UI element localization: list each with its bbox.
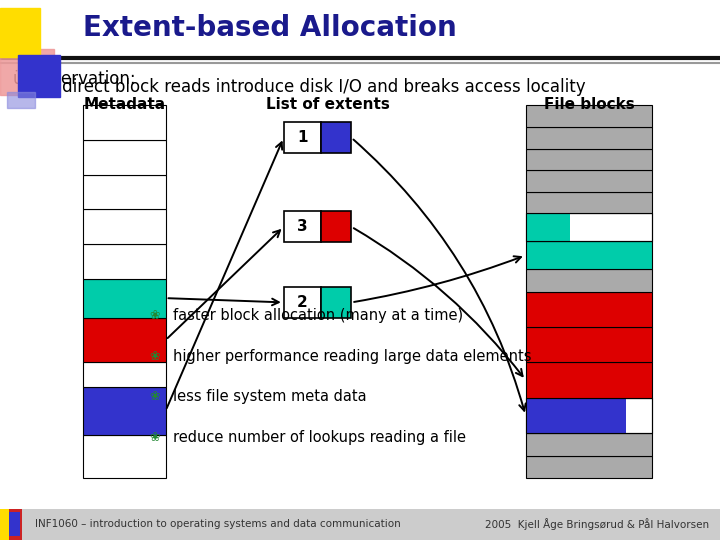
Text: ❀: ❀	[150, 309, 160, 322]
Text: 1: 1	[297, 130, 307, 145]
Text: less file system meta data: less file system meta data	[173, 389, 366, 404]
Bar	[526, 292, 652, 327]
Bar	[526, 213, 570, 241]
Bar	[526, 213, 652, 241]
Bar	[321, 211, 351, 242]
Bar	[526, 362, 652, 398]
Bar	[526, 105, 652, 127]
Text: ü Observation:: ü Observation:	[13, 70, 135, 88]
Text: INF1060 – introduction to operating systems and data communication: INF1060 – introduction to operating syst…	[35, 519, 400, 529]
Bar	[0, 509, 22, 540]
Bar	[284, 122, 321, 153]
Text: reduce number of lookups reading a file: reduce number of lookups reading a file	[173, 430, 466, 445]
Bar	[83, 362, 166, 387]
Text: faster block allocation (many at a time): faster block allocation (many at a time)	[173, 308, 463, 323]
Bar	[9, 512, 20, 536]
Bar	[526, 398, 652, 433]
Bar	[0, 509, 7, 540]
Bar	[83, 318, 166, 362]
Text: List of extents: List of extents	[266, 97, 390, 112]
Text: File blocks: File blocks	[544, 97, 634, 112]
Text: 2005  Kjell Åge Bringsørud & Pål Halvorsen: 2005 Kjell Åge Bringsørud & Pål Halvorse…	[485, 518, 709, 530]
Bar	[83, 244, 166, 279]
Text: ❀: ❀	[150, 390, 160, 403]
Bar	[526, 433, 652, 456]
Bar	[83, 174, 166, 210]
Text: 3: 3	[297, 219, 307, 234]
Bar	[83, 210, 166, 244]
Text: Metadata: Metadata	[84, 97, 166, 112]
Text: Extent-based Allocation: Extent-based Allocation	[83, 14, 456, 42]
Text: ❀: ❀	[150, 350, 160, 363]
Bar	[321, 122, 351, 153]
Text: ❀: ❀	[150, 431, 160, 444]
Bar	[526, 148, 652, 170]
Text: higher performance reading large data elements: higher performance reading large data el…	[173, 349, 531, 364]
Bar	[526, 192, 652, 213]
Bar	[321, 287, 351, 318]
Bar	[526, 327, 652, 362]
Text: indirect block reads introduce disk I/O and breaks access locality: indirect block reads introduce disk I/O …	[47, 78, 585, 96]
Bar	[0, 509, 720, 540]
Bar	[83, 279, 166, 318]
Bar	[0, 509, 9, 540]
Bar	[83, 105, 166, 140]
Bar	[526, 127, 652, 148]
Bar	[83, 140, 166, 174]
Bar	[526, 213, 652, 241]
Text: 2: 2	[297, 295, 307, 310]
Bar	[526, 398, 626, 433]
Bar	[526, 170, 652, 192]
Bar	[526, 456, 652, 478]
Bar	[526, 269, 652, 292]
Bar	[83, 387, 166, 435]
Bar	[284, 287, 321, 318]
Bar	[526, 398, 652, 433]
Bar	[526, 241, 652, 269]
Bar	[83, 435, 166, 478]
Bar	[284, 211, 321, 242]
